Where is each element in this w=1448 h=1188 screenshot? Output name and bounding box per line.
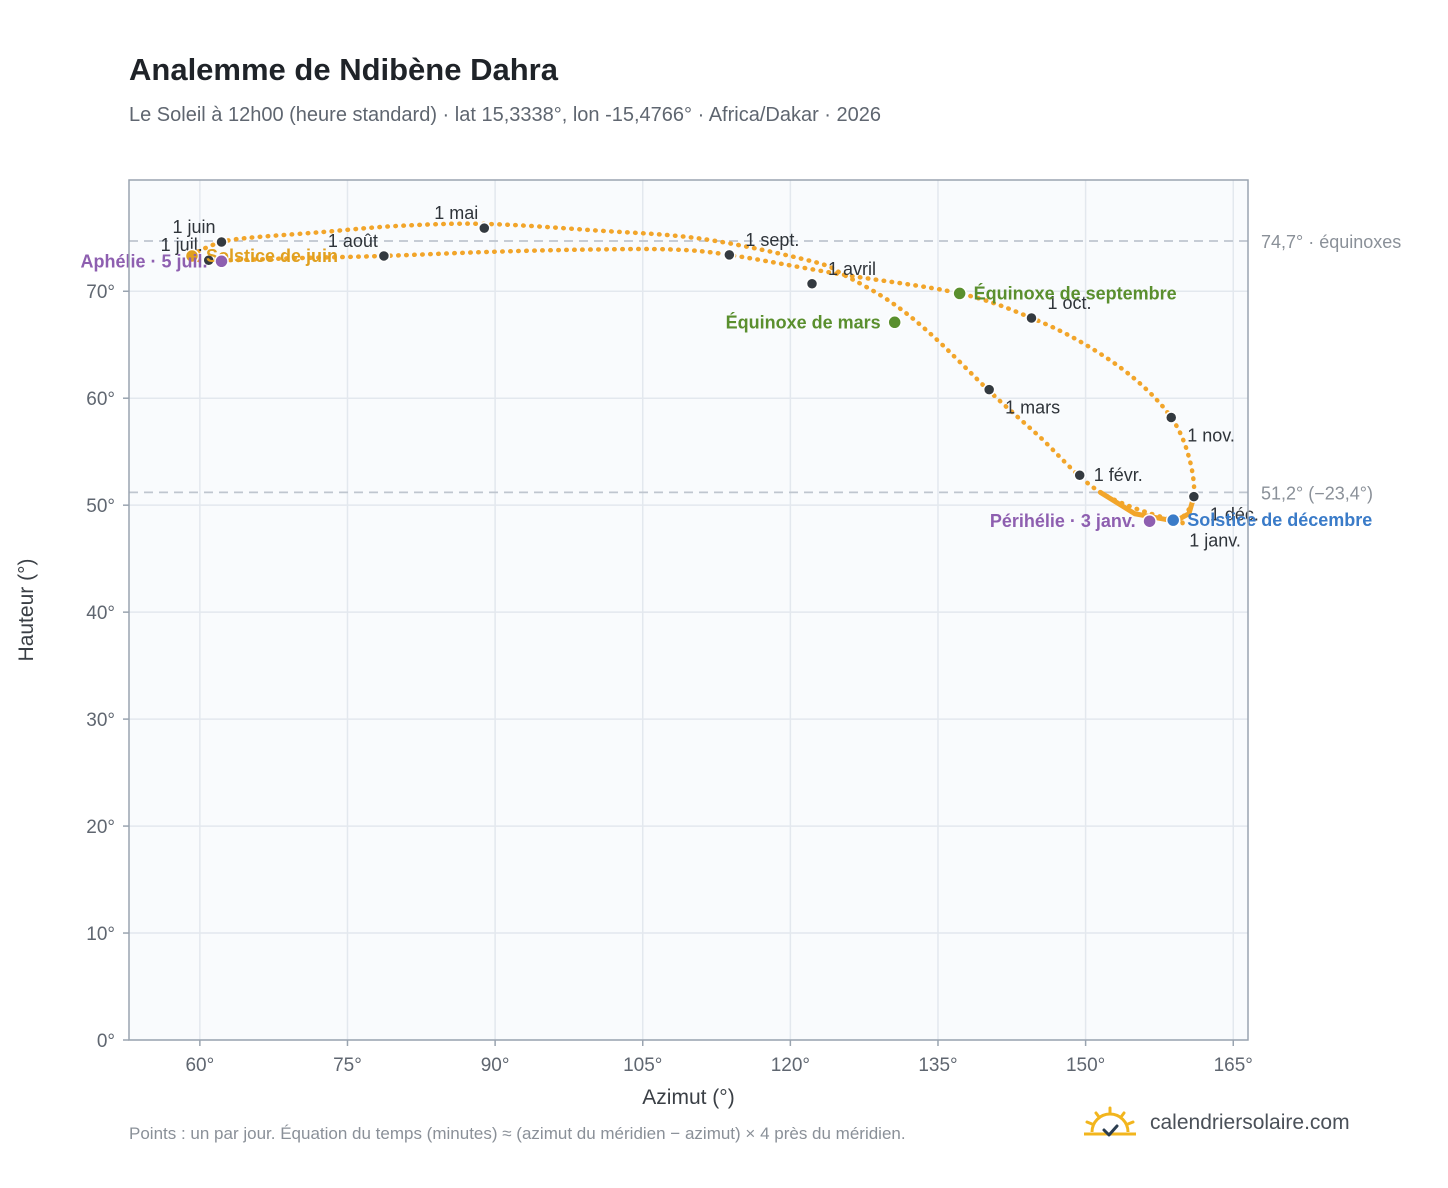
event-label: Solstice de décembre	[1187, 510, 1372, 530]
event-marker	[887, 315, 902, 330]
reference-lines: 74,7° · équinoxes 51,2° (−23,4°)	[129, 232, 1401, 503]
reference-line-label: 51,2° (−23,4°)	[1261, 483, 1373, 503]
month-marker	[202, 253, 215, 267]
event-label: Aphélie · 5 juil.	[80, 251, 207, 271]
y-tick-label: 20°	[86, 817, 115, 838]
x-tick-label: 105°	[623, 1055, 662, 1076]
footer-note: Points : un par jour. Équation du temps …	[129, 1124, 906, 1143]
event-marker	[952, 286, 967, 301]
month-marker	[1073, 468, 1086, 482]
month-label: 1 oct.	[1047, 293, 1091, 313]
axis-ticks: 60° 75° 90° 105° 120° 135° 150° 165° 0° 10° 20° 30°…	[86, 282, 1253, 1076]
month-label: 1 déc.	[1210, 505, 1259, 525]
reference-line-label: 74,7° · équinoxes	[1261, 232, 1401, 252]
event-marker	[214, 254, 229, 269]
event-marker	[1142, 513, 1157, 529]
sun-logo-icon	[1084, 1106, 1136, 1137]
y-tick-label: 40°	[86, 603, 115, 624]
month-label: 1 sept.	[745, 230, 799, 250]
y-tick-label: 10°	[86, 924, 115, 945]
brand-name: calendriersolaire.com	[1150, 1111, 1350, 1134]
month-marker	[1187, 490, 1201, 503]
event-marker	[1165, 512, 1181, 528]
chart-title: Analemme de Ndibène Dahra	[129, 52, 558, 87]
month-label: 1 août	[328, 231, 378, 251]
x-tick-label: 60°	[185, 1055, 214, 1076]
month-label: 1 avril	[828, 259, 876, 279]
y-tick-label: 0°	[97, 1031, 115, 1052]
y-tick-label: 70°	[86, 282, 115, 303]
event-label: Solstice de juin	[206, 246, 338, 266]
plot-frame	[128, 179, 1249, 1041]
event-label: Périhélie · 3 janv.	[990, 511, 1136, 531]
x-tick-label: 135°	[918, 1055, 957, 1076]
y-tick-label: 30°	[86, 710, 115, 731]
event-label: Équinoxe de septembre	[974, 282, 1177, 303]
month-marker	[377, 249, 391, 263]
month-marker	[723, 248, 736, 262]
x-axis-label: Azimut (°)	[642, 1086, 734, 1109]
y-tick-label: 60°	[86, 389, 115, 410]
y-tick-label: 50°	[86, 496, 115, 517]
event-label: Équinoxe de mars	[726, 311, 881, 332]
month-marker	[805, 277, 819, 291]
month-label: 1 mai	[434, 203, 478, 223]
month-marker	[982, 383, 996, 396]
month-label: 1 mars	[1005, 398, 1060, 418]
month-label: 1 nov.	[1187, 425, 1235, 445]
month-label: 1 févr.	[1094, 465, 1143, 485]
month-marker	[1025, 311, 1038, 325]
month-label: 1 juin	[172, 217, 215, 237]
x-tick-label: 120°	[771, 1055, 810, 1076]
month-marker	[478, 221, 491, 235]
chart-subtitle: Le Soleil à 12h00 (heure standard) · lat…	[129, 104, 882, 126]
y-axis-label: Hauteur (°)	[15, 559, 38, 662]
x-tick-label: 165°	[1214, 1055, 1253, 1076]
month-markers: 1 janv. 1 févr. 1 mars 1 avril 1 mai 1 juin 1 …	[161, 203, 1259, 550]
month-label: 1 janv.	[1189, 530, 1241, 550]
month-marker	[1164, 411, 1178, 424]
month-marker	[215, 235, 228, 249]
analemma-daily-points	[189, 221, 1197, 526]
x-tick-label: 75°	[333, 1055, 362, 1076]
plot-area	[129, 180, 1248, 1040]
x-tick-label: 90°	[481, 1055, 510, 1076]
event-marker	[184, 248, 200, 264]
brand-link[interactable]: calendriersolaire.com	[1084, 1103, 1350, 1143]
x-tick-label: 150°	[1066, 1055, 1105, 1076]
